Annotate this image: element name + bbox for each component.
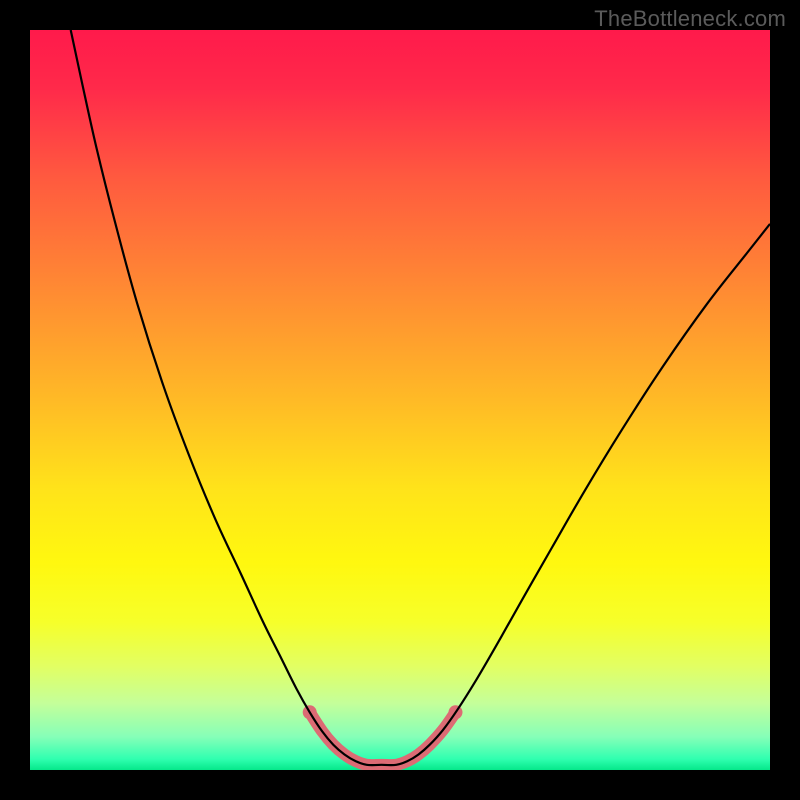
bottleneck-highlight — [310, 712, 456, 765]
curves-layer — [30, 30, 770, 770]
watermark-text: TheBottleneck.com — [594, 6, 786, 32]
plot-area — [30, 30, 770, 770]
curve-right — [382, 224, 771, 765]
curve-left — [71, 30, 382, 765]
